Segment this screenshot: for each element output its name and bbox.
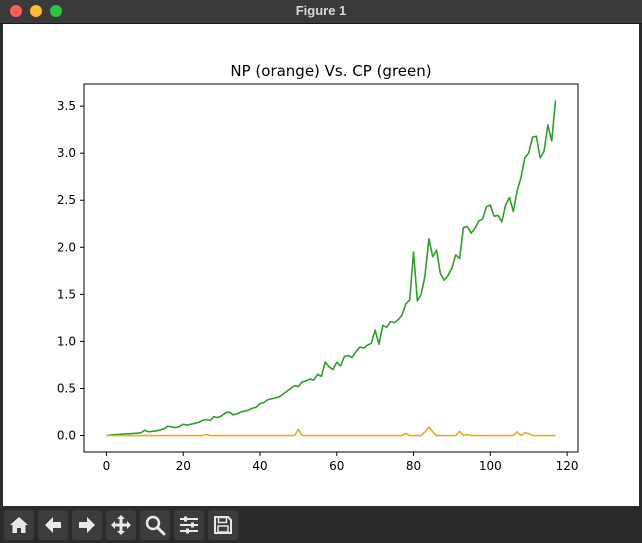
x-tick-label: 0 [103, 459, 111, 473]
magnifier-icon [145, 515, 166, 536]
y-tick-label: 0.0 [57, 429, 76, 443]
y-tick-label: 3.0 [57, 146, 76, 160]
save-button[interactable] [208, 510, 238, 540]
home-icon [10, 517, 28, 533]
series-line-1 [106, 426, 556, 437]
figure-canvas[interactable]: NP (orange) Vs. CP (green) 0 20 40 60 80 100 12… [3, 24, 639, 506]
y-tick-label: 2.0 [57, 240, 76, 254]
floppy-disk-icon [214, 516, 232, 534]
y-tick-label: 1.0 [57, 334, 76, 348]
back-button[interactable] [38, 510, 68, 540]
x-tick-label: 120 [556, 459, 579, 473]
y-tick-label: 0.5 [57, 381, 76, 395]
forward-button[interactable] [72, 510, 102, 540]
move-icon [111, 515, 131, 535]
y-tick-label: 1.5 [57, 287, 76, 301]
x-tick-label: 60 [329, 459, 344, 473]
close-window-button[interactable] [10, 5, 22, 17]
navigation-toolbar [0, 506, 642, 543]
y-tick-label: 3.5 [57, 99, 76, 113]
configure-subplots-button[interactable] [174, 510, 204, 540]
minimize-window-button[interactable] [30, 5, 42, 17]
plot-frame [83, 83, 579, 453]
title-bar[interactable]: Figure 1 [0, 0, 642, 24]
y-tick-label: 2.5 [57, 193, 76, 207]
arrow-left-icon [45, 517, 61, 533]
window-title: Figure 1 [295, 3, 347, 18]
chart-title: NP (orange) Vs. CP (green) [230, 62, 431, 80]
line-chart: NP (orange) Vs. CP (green) 0 20 40 60 80 100 12… [3, 24, 639, 506]
home-button[interactable] [4, 510, 34, 540]
series-line-0 [106, 100, 557, 437]
sliders-icon [180, 516, 198, 534]
x-tick-label: 100 [479, 459, 502, 473]
pan-button[interactable] [106, 510, 136, 540]
chart-background [3, 24, 639, 506]
arrow-right-icon [79, 517, 95, 533]
zoom-window-button[interactable] [50, 5, 62, 17]
zoom-button[interactable] [140, 510, 170, 540]
x-tick-label: 40 [252, 459, 267, 473]
x-tick-label: 80 [406, 459, 421, 473]
x-tick-label: 20 [176, 459, 191, 473]
